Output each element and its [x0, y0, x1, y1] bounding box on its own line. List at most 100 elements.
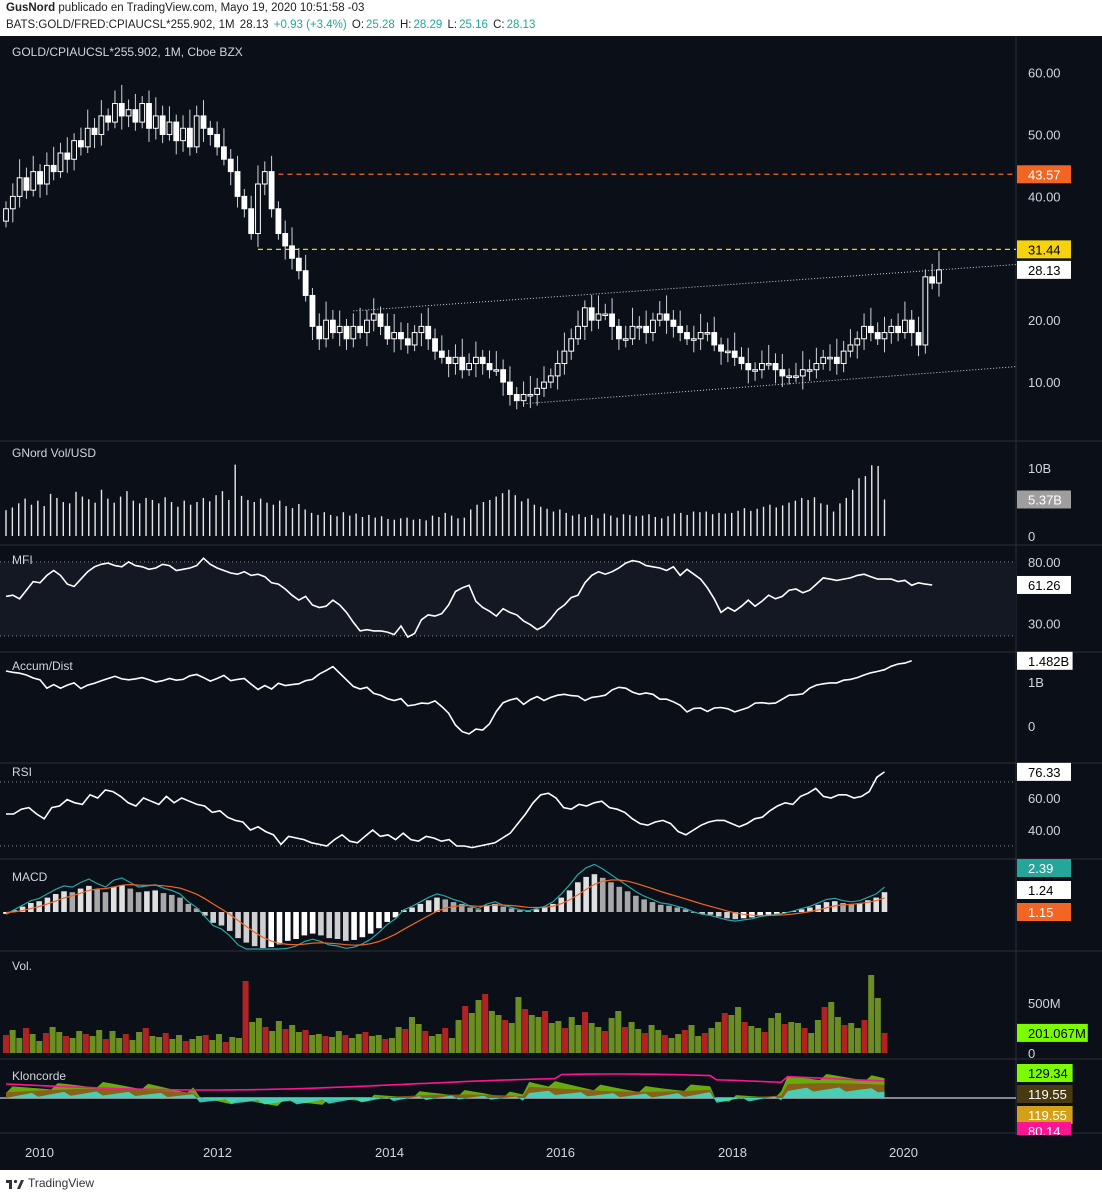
vol-bar: [615, 1011, 622, 1053]
candle-body: [677, 325, 684, 334]
macd-last-2: 1.24: [1028, 883, 1053, 898]
macd-hist-bar: [276, 912, 283, 945]
macd-last-3: 1.15: [1028, 905, 1053, 920]
vol-bar: [295, 1032, 302, 1053]
vol-bar: [681, 1030, 688, 1053]
author-name[interactable]: GusNord: [6, 2, 56, 14]
candle-body: [445, 356, 452, 365]
open-value: 25.28: [366, 19, 395, 31]
macd-hist-bar: [260, 912, 266, 948]
candle-body: [43, 164, 50, 185]
candle-body: [602, 313, 609, 316]
candle-body: [9, 195, 16, 210]
candle-body: [357, 325, 364, 334]
candle-body: [527, 393, 534, 397]
signal-line: [5, 879, 885, 946]
candle-body: [57, 152, 64, 173]
chart-canvas[interactable]: GOLD/CPIAUCSL*255.902, 1M, Cboe BZX 60.00…: [0, 36, 1102, 1170]
macd-hist-bar: [732, 912, 739, 920]
vol-bar: [89, 1036, 96, 1053]
candle-body: [118, 103, 125, 117]
mfi-tick: 30.00: [1028, 617, 1061, 632]
vol-bar: [349, 1038, 356, 1053]
candle-body: [888, 325, 895, 334]
vol-bar: [389, 1038, 396, 1053]
macd-hist-bar: [633, 895, 639, 912]
candle-body: [336, 325, 343, 334]
vol-bar: [775, 1013, 782, 1053]
x-tick-year: 2014: [375, 1145, 404, 1160]
vol-bar: [595, 1027, 602, 1053]
macd-hist-bar: [309, 912, 316, 934]
vol-bar: [695, 1036, 702, 1053]
candle-body: [411, 332, 418, 346]
candle-body: [908, 319, 915, 334]
mfi-last: 61.26: [1028, 578, 1061, 593]
candle-body: [37, 171, 43, 185]
vol-last: 201.067M: [1028, 1026, 1086, 1041]
candle-body: [541, 381, 547, 389]
vol-usd-tick: 0: [1028, 529, 1035, 544]
candle-body: [656, 313, 663, 321]
candle-body: [479, 356, 486, 365]
symbol-text: BATS:GOLD/FRED:CPIAUCSL*255.902, 1M: [6, 19, 235, 31]
vol-bar: [9, 1030, 16, 1053]
vol-tick: 0: [1028, 1046, 1035, 1061]
candle-body: [915, 332, 922, 346]
vol-bar: [428, 1036, 435, 1053]
klon-last-3: 119.55: [1028, 1108, 1067, 1123]
vol-usd-title: GNord Vol/USD: [12, 446, 96, 460]
rsi-line: [6, 771, 885, 849]
klon-last-2: 119.55: [1028, 1087, 1067, 1102]
vol-bar: [588, 1023, 595, 1053]
candle-body: [227, 158, 234, 173]
vol-bar: [189, 1039, 196, 1053]
vol-bar: [688, 1025, 695, 1053]
vol-bar: [355, 1034, 362, 1053]
candle-body: [425, 325, 432, 340]
vol-bar: [834, 1017, 841, 1053]
vol-bar: [648, 1025, 655, 1053]
vol-bar: [781, 1024, 788, 1053]
time-axis: [0, 1135, 1102, 1170]
macd-hist-bar: [856, 903, 863, 912]
macd-hist-bar: [202, 912, 208, 916]
macd-hist-bar: [28, 903, 34, 912]
x-tick-year: 2010: [25, 1145, 54, 1160]
candle-body: [840, 350, 847, 365]
candle-body: [765, 363, 772, 366]
candle-body: [16, 177, 23, 197]
vol-bar: [322, 1036, 329, 1053]
level-label-resistance: 43.57: [1028, 167, 1061, 182]
candle-body: [595, 313, 602, 321]
candle-body: [813, 363, 820, 371]
macd-hist-bar: [674, 907, 681, 912]
vol-bar: [149, 1036, 156, 1053]
vol-bar: [335, 1031, 342, 1053]
vol-bar: [495, 1015, 502, 1053]
vol-bar: [675, 1034, 682, 1053]
vol-bar: [275, 1021, 282, 1053]
candle-body: [486, 363, 493, 371]
macd-hist-bar: [218, 912, 225, 926]
tradingview-logo[interactable]: TradingView: [6, 1176, 94, 1190]
candle-body: [561, 350, 568, 365]
y-tick-main: 10.00: [1028, 375, 1061, 390]
candle-body: [493, 369, 500, 372]
macd-hist-bar: [119, 885, 125, 912]
macd-hist-bar: [790, 911, 797, 912]
macd-hist-bar: [235, 912, 241, 939]
macd-hist-bar: [293, 912, 299, 939]
candle-body: [500, 369, 507, 383]
vol-bar: [562, 1028, 569, 1053]
macd-hist-bar: [392, 912, 399, 918]
vol-bar: [16, 1038, 23, 1053]
macd-hist-bar: [11, 910, 18, 912]
publication-line: GusNord publicado en TradingView.com, Ma…: [6, 2, 364, 14]
vol-bar: [515, 997, 522, 1053]
klon-last-1: 129.34: [1028, 1066, 1068, 1081]
macd-hist-bar: [367, 912, 374, 934]
candle-body: [697, 332, 704, 340]
vol-bar: [582, 1012, 589, 1053]
vol-bar: [29, 1034, 36, 1053]
